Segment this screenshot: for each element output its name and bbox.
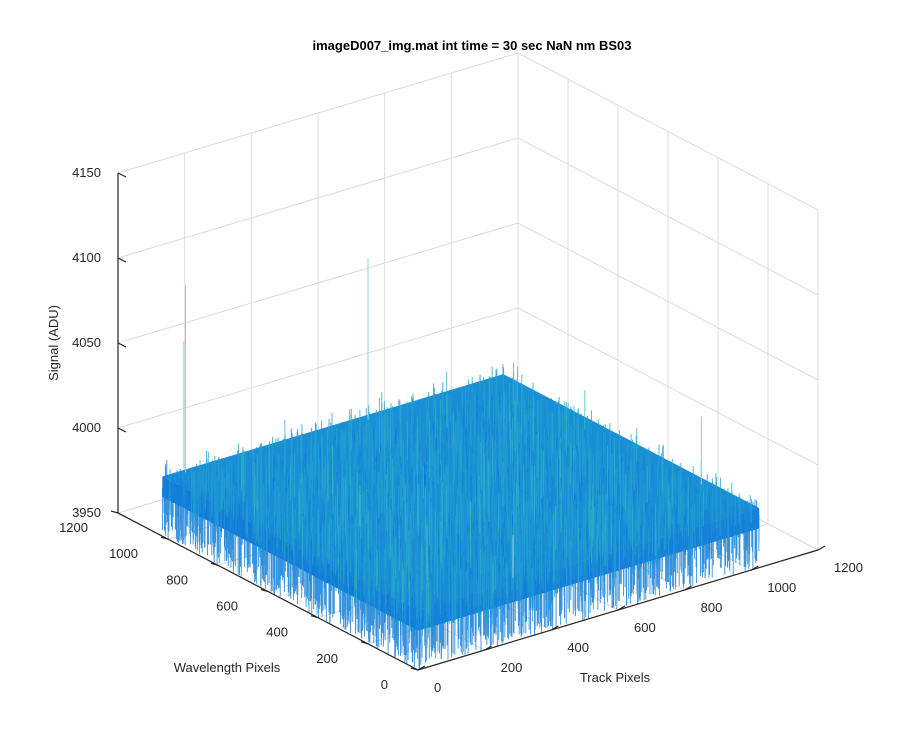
surface-spikes [332,390,591,581]
grid-line [517,137,819,296]
y-tick-label: 600 [216,599,238,614]
axes [110,172,826,671]
z-tick [117,427,127,433]
x-tick [751,565,759,571]
grid-line [517,52,819,211]
grid-line [117,52,519,174]
z-tick-label: 4150 [72,165,101,180]
x-tick [817,545,826,551]
y-tick-label: 1200 [59,520,88,535]
x-axis-label: Track Pixels [580,670,651,685]
x-tick-label: 1000 [767,580,796,595]
surface-spikes [193,362,704,644]
tick-labels: 0 200 400 600 800 1000 1200 0 200 400 600 800 1000 12… [59,165,863,695]
z-tick [117,342,127,348]
grid-line [117,137,519,259]
x-tick-label: 800 [701,600,723,615]
x-tick-label: 1200 [834,560,863,575]
grid-line [517,307,819,466]
x-tick [484,645,492,651]
y-tick-label: 400 [266,625,288,640]
x-tick [417,665,426,671]
y-tick-label: 0 [381,677,388,692]
y-tick [410,667,419,671]
x-tick [617,605,626,611]
y-tick [160,536,169,540]
grid-line [117,307,519,429]
grid-line [117,222,519,344]
z-tick [117,257,127,263]
x-tick-label: 600 [634,620,656,635]
y-tick-label: 200 [316,651,338,666]
z-tick-label: 4100 [72,250,101,265]
z-tick-label: 4050 [72,335,101,350]
z-tick-label: 4000 [72,420,101,435]
chart-title: imageD007_img.mat int time = 30 sec NaN … [313,38,632,53]
z-tick [117,512,127,518]
surface-plot [161,258,760,669]
y-tick-label: 1000 [109,546,138,561]
y-tick-label: 800 [166,572,188,587]
x-tick [551,625,559,631]
y-tick [210,562,219,566]
y-axis-label: Wavelength Pixels [174,660,281,675]
x-tick-label: 0 [434,680,441,695]
z-tick-label: 3950 [72,505,101,520]
grid-line [517,222,819,381]
x-tick-label: 200 [501,660,523,675]
y-tick [110,510,119,514]
z-axis-label: Signal (ADU) [46,305,61,381]
y-tick [360,641,369,645]
x-tick [684,585,692,591]
x-tick-label: 400 [567,640,589,655]
y-tick [260,588,269,593]
y-tick [310,615,319,619]
z-tick [117,172,127,178]
